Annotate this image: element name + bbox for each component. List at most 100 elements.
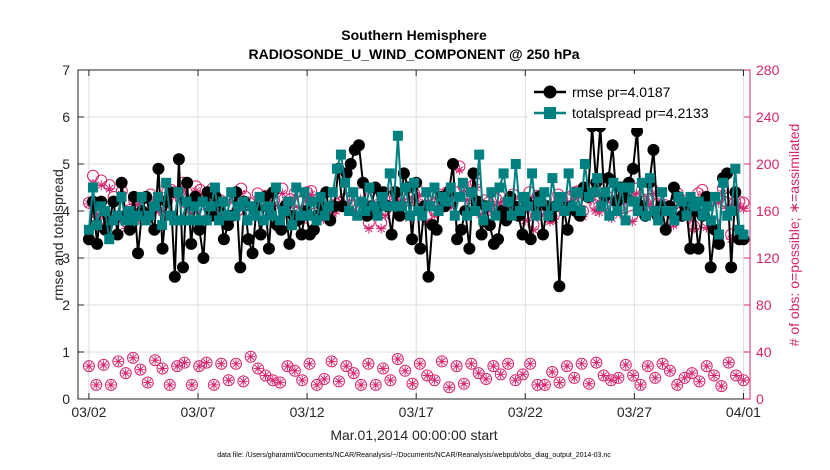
obs-possible-marker-lower	[671, 378, 684, 391]
obs-star-stroke	[739, 204, 748, 213]
obs-star-stroke	[732, 371, 740, 380]
obs-star-stroke	[541, 381, 549, 389]
obs-possible-marker-lower	[288, 364, 301, 377]
obs-star-stroke	[195, 362, 203, 370]
totalspread-point	[185, 215, 196, 226]
obs-possible-marker-lower	[82, 360, 95, 373]
obs-assimilated-marker-lower	[334, 376, 344, 386]
rmse-point	[185, 237, 198, 250]
rmse-point	[467, 167, 480, 180]
totalspread-point	[596, 201, 607, 212]
obs-possible-marker-lower	[237, 375, 250, 388]
totalspread-point	[392, 130, 403, 141]
obs-assimilated-marker-lower	[393, 354, 403, 364]
obs-assimilated-marker-lower	[172, 361, 182, 371]
totalspread-point	[579, 159, 590, 169]
obs-assimilated-marker-lower	[297, 375, 307, 385]
totalspread-point	[291, 182, 302, 193]
obs-possible-marker-lower	[715, 380, 728, 393]
totalspread-point	[681, 210, 692, 221]
obs-assimilated-marker-lower	[628, 371, 638, 380]
obs-assimilated-marker-lower	[437, 356, 447, 366]
totalspread-point	[514, 206, 525, 216]
totalspread-point	[559, 206, 570, 216]
obs-possible-marker-lower	[178, 356, 191, 369]
totalspread-point	[506, 210, 517, 221]
obs-assimilated-marker-lower	[246, 352, 256, 362]
totalspread-point	[644, 173, 655, 184]
totalspread-point	[551, 201, 562, 212]
obs-assimilated-marker-lower	[260, 371, 270, 380]
totalspread-point	[677, 196, 688, 207]
totalspread-point	[478, 215, 489, 226]
obs-possible-marker-lower	[119, 367, 132, 380]
obs-assimilated-marker-lower	[180, 358, 190, 368]
obs-assimilated-marker-lower	[503, 359, 513, 369]
obs-star-stroke	[136, 366, 144, 374]
totalspread-point	[201, 215, 212, 226]
obs-star-stroke	[232, 360, 240, 368]
rmse-point	[262, 242, 275, 255]
totalspread-point	[653, 215, 664, 226]
obs-possible-marker-lower	[509, 374, 522, 387]
obs-assimilated-marker-lower	[415, 359, 425, 369]
rmse-point	[606, 139, 619, 152]
obs-star-stroke	[600, 371, 608, 380]
obs-star-stroke	[710, 371, 718, 380]
obs-possible-marker-lower	[450, 360, 463, 373]
obs-possible-marker-lower	[516, 368, 529, 381]
rmse-point	[275, 223, 288, 236]
y-right-tick-label: 120	[756, 250, 780, 266]
x-tick-label: 03/07	[180, 404, 215, 420]
totalspread-point	[124, 206, 135, 216]
obs-assimilated-marker	[363, 223, 374, 234]
y-right-tick-label: 240	[756, 109, 780, 125]
totalspread-point	[295, 210, 306, 221]
obs-star-stroke	[739, 376, 747, 384]
obs-assimilated-marker-lower	[275, 378, 285, 388]
obs-star-stroke	[504, 360, 512, 368]
obs-assimilated-marker-lower	[341, 361, 351, 371]
obs-possible-marker-lower	[200, 356, 213, 369]
obs-star-stroke	[92, 381, 100, 389]
obs-assimilated-marker-lower	[731, 371, 741, 380]
obs-assimilated-marker-lower	[430, 375, 440, 385]
obs-star-stroke	[298, 376, 306, 384]
obs-possible-marker-lower	[112, 355, 125, 368]
obs-possible-marker-lower	[583, 377, 596, 390]
totalspread-point	[323, 201, 334, 212]
totalspread-point	[226, 187, 237, 198]
obs-star-stroke	[158, 364, 166, 372]
obs-star-stroke	[401, 367, 409, 375]
obs-possible-marker-lower	[222, 374, 235, 387]
obs-star-stroke	[632, 189, 641, 198]
totalspread-point	[616, 182, 627, 193]
rmse-point	[406, 233, 419, 246]
obs-star-stroke	[114, 357, 122, 365]
totalspread-point	[665, 206, 676, 216]
legend: rmse pr=4.0187 totalspread pr=4.2133	[528, 74, 742, 128]
obs-assimilated-marker	[376, 223, 387, 234]
rmse-point	[181, 176, 194, 189]
obs-assimilated-marker-lower	[724, 358, 734, 368]
obs-possible-marker-lower	[141, 376, 154, 389]
rmse-point	[729, 186, 742, 199]
obs-possible-marker-lower	[215, 357, 228, 370]
obs-assimilated-marker-lower	[268, 375, 278, 385]
obs-assimilated-marker-lower	[680, 373, 690, 383]
rmse-point	[414, 242, 427, 255]
totalspread-point	[401, 182, 412, 193]
obs-assimilated-marker-lower	[694, 376, 704, 386]
rmse-point	[197, 252, 210, 264]
obs-assimilated-marker-lower	[312, 380, 322, 390]
totalspread-point	[567, 201, 578, 212]
obs-star-stroke	[681, 374, 689, 382]
obs-assimilated-marker-lower	[591, 358, 601, 368]
rmse-point	[246, 247, 259, 260]
totalspread-point	[539, 187, 550, 198]
y-axis-label: rmse and totalspread	[50, 169, 66, 301]
obs-assimilated-marker-lower	[143, 378, 153, 388]
totalspread-point	[714, 229, 725, 240]
totalspread-point	[266, 210, 277, 221]
